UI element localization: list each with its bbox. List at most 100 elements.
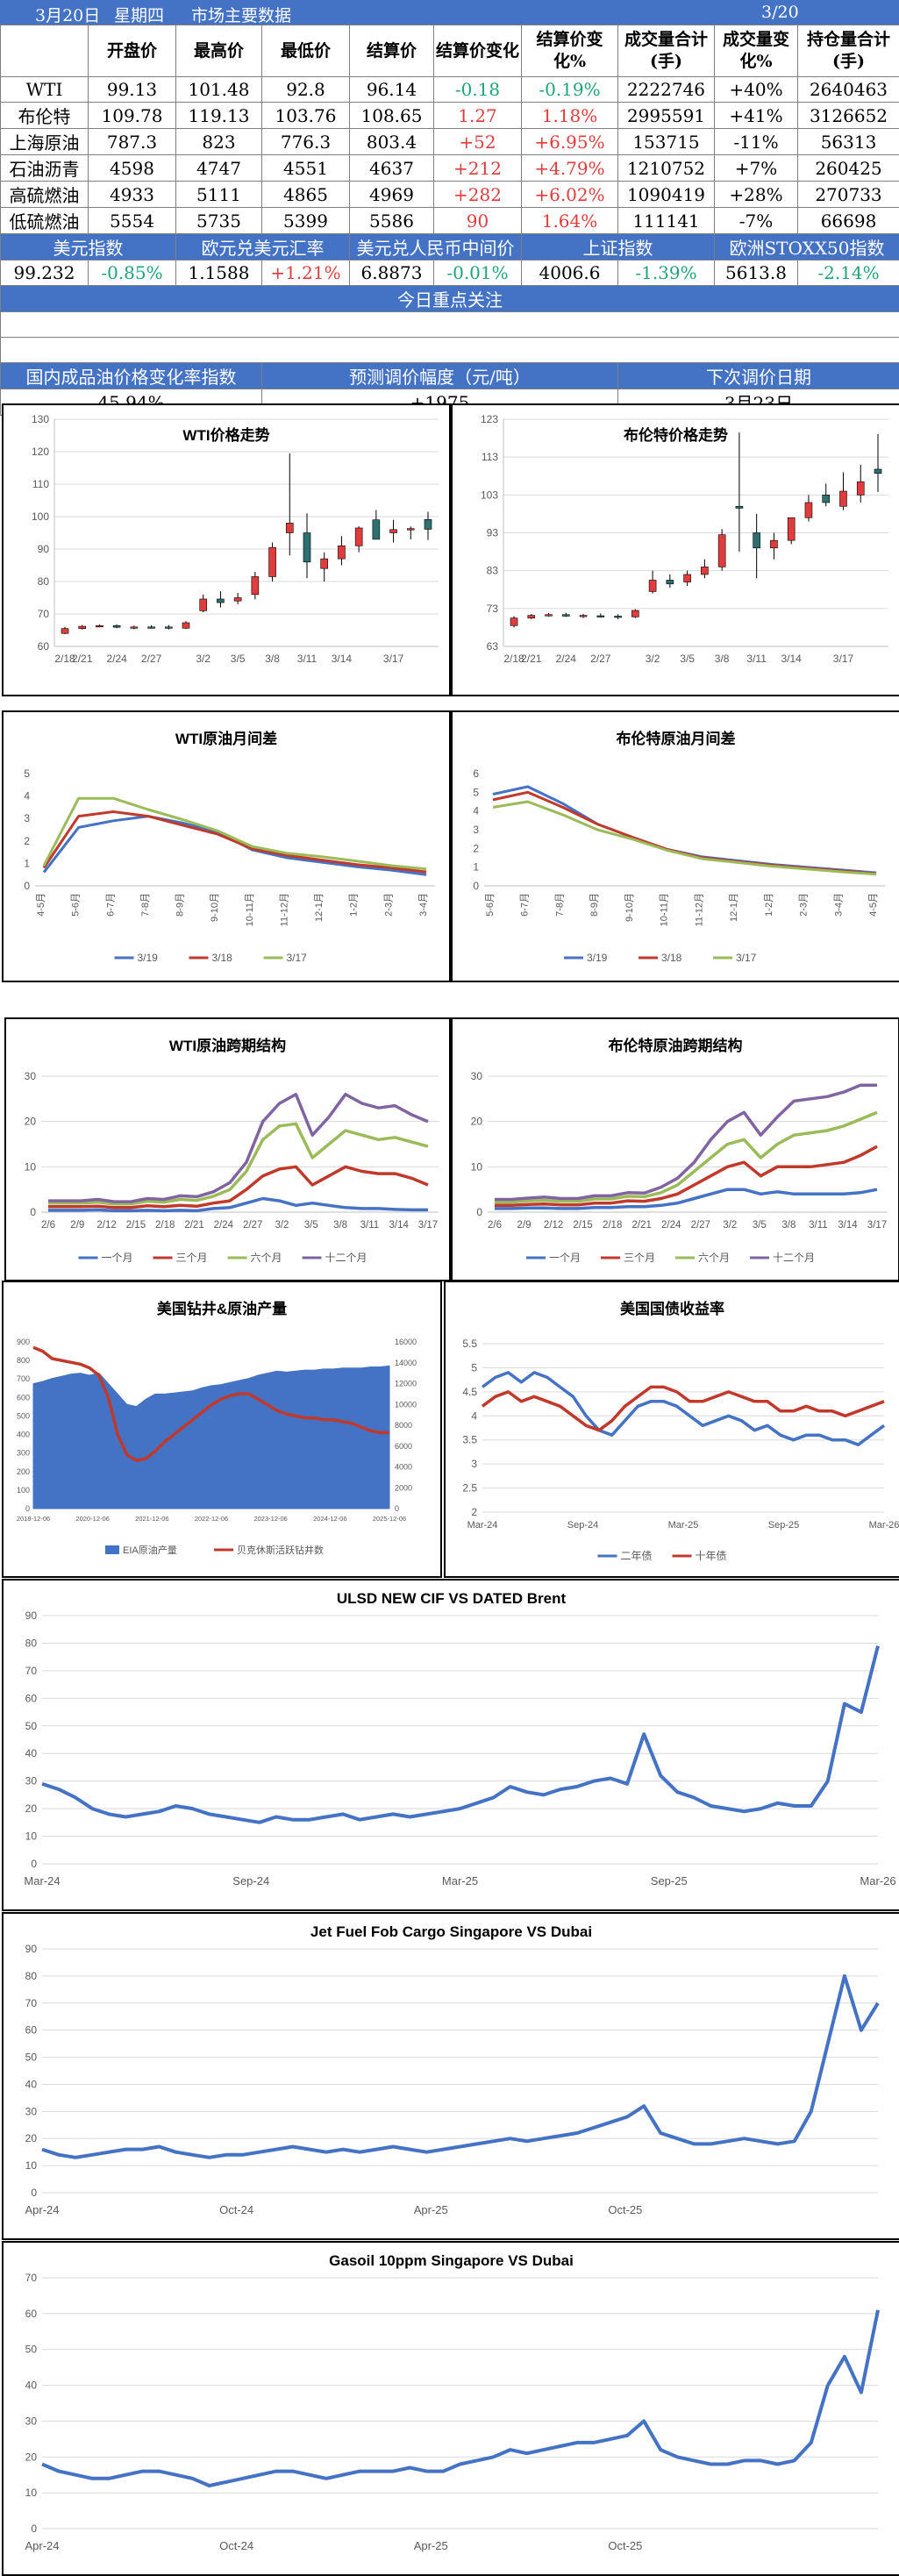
- y-tick-label: 5: [24, 767, 30, 780]
- volume: 1090419: [618, 182, 715, 208]
- column-header: [1, 25, 89, 77]
- low-price: 4551: [262, 155, 350, 182]
- chart-title: Jet Fuel Fob Cargo Singapore VS Dubai: [310, 1923, 592, 1940]
- gasoil-singapore-chart: Gasoil 10ppm Singapore VS Dubai010203040…: [4, 2243, 899, 2574]
- legend-label: 二年债: [621, 1550, 653, 1562]
- candle-body: [407, 529, 414, 531]
- y-tick-label: 0: [31, 2187, 37, 2199]
- candle-body: [234, 598, 241, 602]
- open-interest: 3126652: [798, 103, 899, 129]
- volume-change: +41%: [715, 103, 798, 129]
- y-tick-label: 4: [24, 790, 30, 803]
- y-tick-label: 100: [17, 1486, 30, 1495]
- y-tick-label: 0: [24, 880, 30, 892]
- y-tick-label: 5.5: [462, 1338, 477, 1350]
- x-tick-label: Apr-24: [25, 2539, 59, 2552]
- x-tick-label: 3/11: [297, 653, 318, 665]
- candle-body: [580, 616, 587, 617]
- x-tick-label: 4-5月: [868, 893, 879, 917]
- candle-body: [701, 567, 708, 574]
- x-tick-label: 2018-12-06: [17, 1515, 50, 1523]
- candle-body: [615, 616, 622, 617]
- chart-title: WTI价格走势: [182, 426, 269, 444]
- y-tick-label: 50: [25, 1720, 38, 1732]
- blank-row: [1, 338, 899, 363]
- x-tick-label: Mar-26: [869, 1520, 899, 1531]
- x-tick-label: 2/18: [155, 1220, 175, 1231]
- settle-change-pct: +4.79%: [522, 155, 618, 182]
- x-tick-label: 3/17: [383, 653, 404, 665]
- legend-label: 十年债: [696, 1550, 727, 1562]
- legend-label: 十二个月: [773, 1252, 815, 1264]
- candle-body: [373, 520, 380, 539]
- x-tick-label: 3/2: [646, 653, 660, 665]
- candle-body: [562, 615, 569, 617]
- high-price: 5735: [176, 208, 262, 234]
- candle-body: [200, 599, 207, 610]
- y-tick-label: 3.5: [462, 1434, 477, 1446]
- settle-change-pct: -0.19%: [522, 77, 618, 103]
- index-label-row: 美元指数欧元兑美元汇率美元兑人民币中间价上证指数欧洲STOXX50指数: [1, 234, 899, 260]
- candle-body: [528, 616, 535, 618]
- x-tick-label: 3/2: [723, 1220, 737, 1231]
- settle-price: 96.14: [350, 77, 434, 103]
- y-tick-label: 0: [31, 1858, 37, 1870]
- x-tick-label: Oct-25: [608, 2203, 642, 2216]
- y-tick-label: 400: [17, 1431, 30, 1439]
- y-tick-label: 4: [471, 1409, 477, 1422]
- series-line: [493, 802, 876, 874]
- row-name: 低硫燃油: [1, 208, 89, 234]
- settle-change: 90: [434, 208, 522, 234]
- candle-body: [823, 495, 830, 503]
- y-tick-label: 2: [471, 1506, 477, 1518]
- settle-price: 108.65: [350, 103, 434, 129]
- index-label: 欧元兑美元汇率: [176, 234, 350, 260]
- fuel-label: 预测调价幅度（元/吨）: [262, 363, 618, 389]
- y-tick-label: 20: [25, 2132, 38, 2144]
- y2-tick-label: 8000: [395, 1421, 412, 1430]
- y-tick-label: 93: [487, 527, 499, 539]
- x-tick-label: 3/8: [333, 1220, 347, 1231]
- y-tick-label: 10: [471, 1160, 483, 1173]
- y-tick-label: 2: [473, 842, 479, 854]
- y2-tick-label: 16000: [395, 1338, 417, 1346]
- y-tick-label: 30: [25, 1775, 38, 1788]
- index-label: 上证指数: [522, 234, 715, 260]
- x-tick-label: 2-3月: [383, 893, 394, 917]
- y-tick-label: 10: [25, 1160, 37, 1173]
- y-tick-label: 20: [25, 2451, 38, 2463]
- x-tick-label: 7-8月: [554, 893, 565, 917]
- x-tick-label: 3/11: [360, 1220, 380, 1231]
- legend-label: 一个月: [549, 1252, 581, 1264]
- series-line: [482, 1373, 884, 1445]
- settle-price: 5586: [350, 208, 434, 234]
- y-tick-label: 70: [38, 608, 50, 620]
- y-tick-label: 113: [482, 451, 498, 463]
- index-label: 欧洲STOXX50指数: [715, 234, 899, 260]
- y-tick-label: 70: [25, 1665, 38, 1677]
- chart-title: 布伦特价格走势: [624, 426, 728, 444]
- candle-body: [148, 627, 155, 629]
- y-tick-label: 2: [24, 835, 30, 847]
- y-tick-label: 0: [25, 1504, 30, 1513]
- index-change: +1.21%: [262, 260, 350, 286]
- x-tick-label: 9-10月: [210, 893, 220, 922]
- row-name: 石油沥青: [1, 155, 89, 182]
- x-tick-label: 2/9: [517, 1220, 532, 1231]
- y-tick-label: 80: [25, 1637, 38, 1649]
- x-tick-label: 3-4月: [418, 893, 429, 917]
- open-interest: 56313: [798, 129, 899, 155]
- y-tick-label: 30: [25, 1070, 37, 1082]
- open-price: 787.3: [89, 129, 176, 155]
- chart-title: 布伦特原油跨期结构: [609, 1037, 743, 1054]
- market-table: 开盘价 最高价 最低价 结算价 结算价变化 结算价变化% 成交量合计(手) 成交…: [0, 25, 899, 416]
- x-tick-label: 2/12: [544, 1220, 563, 1231]
- header-date: 3月20日: [35, 3, 100, 26]
- y-tick-label: 20: [25, 1116, 37, 1128]
